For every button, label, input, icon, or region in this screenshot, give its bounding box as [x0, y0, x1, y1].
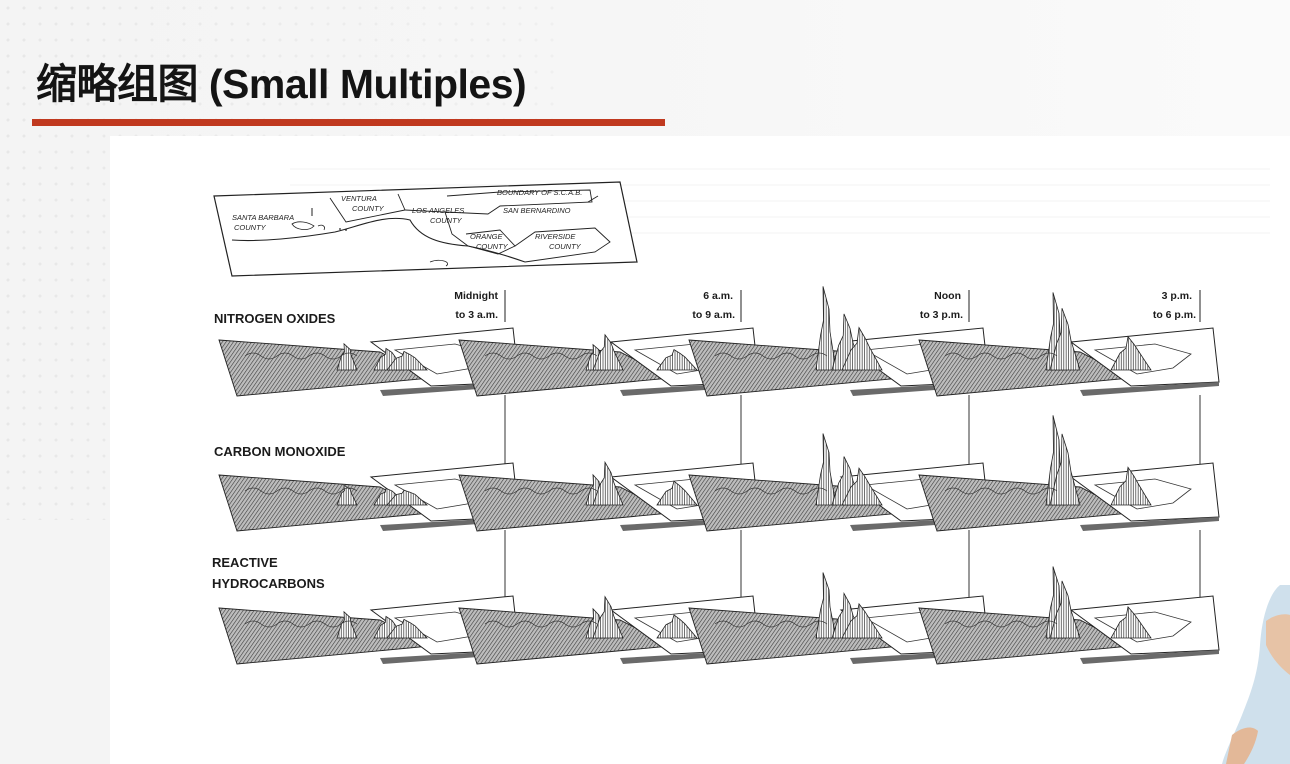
pollution-peak	[1049, 580, 1081, 639]
svg-text:to 3 p.m.: to 3 p.m.	[920, 309, 963, 321]
panel-r3-c4	[918, 566, 1220, 665]
pollutant-label-nitrogen-oxides: NITROGEN OXIDES	[214, 311, 336, 326]
panels-layer	[218, 286, 1220, 665]
svg-text:to 3 a.m.: to 3 a.m.	[455, 309, 498, 321]
pollution-peak	[815, 286, 837, 371]
pollution-peak	[841, 326, 883, 371]
svg-text:6 a.m.: 6 a.m.	[703, 290, 733, 302]
pollution-peak	[656, 480, 698, 506]
pollution-peak	[1110, 466, 1152, 506]
panel-surface-ripple	[244, 487, 358, 495]
region-overview-map: SANTA BARBARA COUNTY VENTURA COUNTY LOS …	[213, 181, 638, 277]
grid-frame-lines	[504, 395, 1201, 605]
pollution-peak	[841, 467, 883, 506]
pollution-peak	[815, 433, 837, 506]
pollutant-label-carbon-monoxide: CARBON MONOXIDE	[214, 444, 346, 459]
map-label-riverside: RIVERSIDE	[535, 232, 576, 241]
time-label-col-2: 6 a.m. to 9 a.m.	[692, 290, 742, 322]
panel-surface-ripple	[944, 352, 1058, 360]
panel-surface-ripple	[484, 487, 598, 495]
map-label-boundary: BOUNDARY OF S.C.A.B.	[497, 188, 582, 197]
map-label-los-angeles-county: COUNTY	[430, 216, 463, 225]
panel-surface-ripple	[714, 487, 828, 495]
svg-text:to 6 p.m.: to 6 p.m.	[1153, 309, 1196, 321]
panel-r1-c2	[458, 327, 760, 397]
pollution-peak	[336, 484, 358, 506]
panel-surface-ripple	[244, 620, 358, 628]
map-label-los-angeles: LOS ANGELES	[412, 206, 464, 215]
map-label-santa-barbara: SANTA BARBARA	[232, 213, 294, 222]
panel-surface-ripple	[714, 620, 828, 628]
panel-r2-c4	[918, 415, 1220, 532]
map-label-ventura-county: COUNTY	[352, 204, 385, 213]
panel-base-shadow	[1080, 517, 1219, 531]
panel-surface-ripple	[944, 487, 1058, 495]
pollution-peak	[592, 333, 624, 371]
panel-base-shadow	[1080, 382, 1219, 396]
pollution-peak	[815, 572, 837, 639]
pollution-peak	[1049, 308, 1081, 371]
svg-text:3 p.m.: 3 p.m.	[1162, 290, 1192, 302]
pollution-peak	[656, 349, 698, 371]
svg-text:Midnight: Midnight	[454, 290, 498, 302]
pollution-peak	[1049, 433, 1081, 506]
pollution-peak	[386, 350, 428, 371]
panel-surface-ripple	[244, 352, 358, 360]
map-label-santa-barbara-county: COUNTY	[234, 223, 267, 232]
pollution-peak	[1110, 606, 1152, 639]
svg-text:Noon: Noon	[934, 290, 961, 302]
time-label-col-3: Noon to 3 p.m.	[920, 290, 970, 322]
map-label-riverside-county: COUNTY	[549, 242, 582, 251]
map-label-orange: ORANGE	[470, 232, 504, 241]
map-label-ventura: VENTURA	[341, 194, 377, 203]
pollution-peak	[592, 460, 624, 506]
pollution-peak	[1110, 335, 1152, 371]
time-period-labels: Midnight to 3 a.m. 6 a.m. to 9 a.m. Noon…	[454, 290, 1201, 322]
pollution-peak	[592, 595, 624, 639]
time-label-col-1: Midnight to 3 a.m.	[454, 290, 506, 322]
pollutant-label-reactive: REACTIVE	[212, 555, 278, 570]
panel-surface-ripple	[484, 620, 598, 628]
panel-surface-ripple	[484, 352, 598, 360]
pollutant-labels: NITROGEN OXIDES CARBON MONOXIDE REACTIVE…	[212, 311, 346, 591]
panel-r1-c4	[918, 292, 1220, 397]
map-label-san-bernardino: SAN BERNARDINO	[503, 206, 571, 215]
time-label-col-4: 3 p.m. to 6 p.m.	[1153, 290, 1201, 322]
pollution-peak	[656, 614, 698, 639]
pollution-peak	[386, 618, 428, 639]
pollution-peak	[841, 602, 883, 639]
slide-title: 缩略组图 (Small Multiples)	[36, 61, 527, 107]
panel-surface-ripple	[944, 620, 1058, 628]
pollution-peak	[386, 489, 429, 506]
svg-text:to 9 a.m.: to 9 a.m.	[692, 309, 735, 321]
map-label-orange-county: COUNTY	[476, 242, 509, 251]
pollutant-label-hydrocarbons: HYDROCARBONS	[212, 576, 325, 591]
panel-surface-ripple	[714, 352, 828, 360]
title-underline	[32, 119, 665, 126]
panel-base-shadow	[1080, 650, 1219, 664]
presenter-figure	[1222, 585, 1290, 764]
